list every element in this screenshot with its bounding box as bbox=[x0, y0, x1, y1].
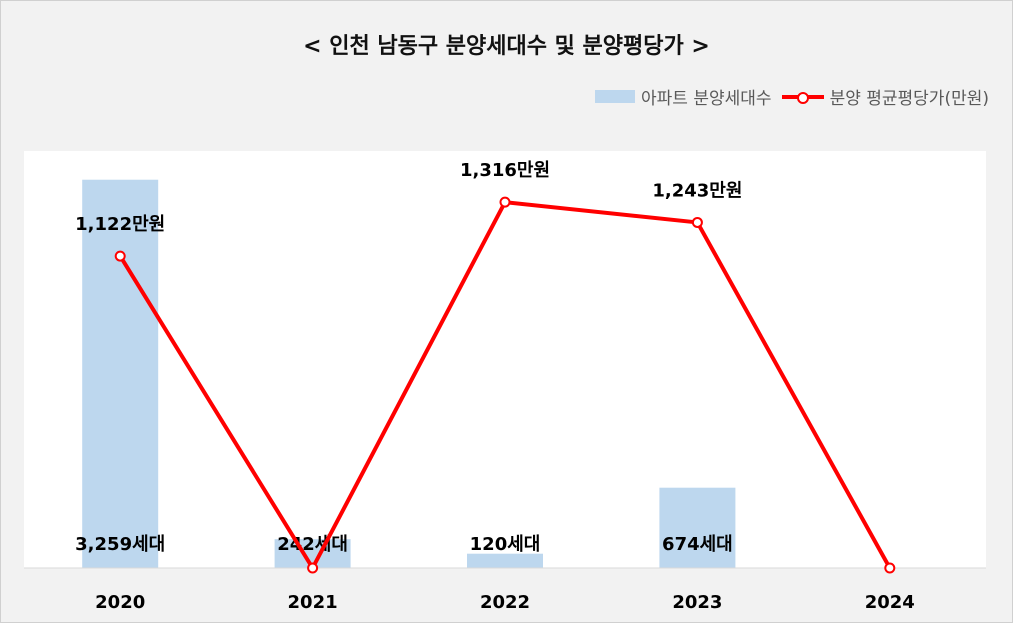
legend-bar-label: 아파트 분양세대수 bbox=[641, 89, 772, 109]
line-point-2024 bbox=[884, 562, 896, 574]
bar-2022 bbox=[467, 553, 543, 568]
line-point-2021 bbox=[307, 562, 319, 574]
chart-legend: 아파트 분양세대수 분양 평균평당가(만원) bbox=[595, 84, 989, 109]
legend-line-label: 분양 평균평당가(만원) bbox=[829, 89, 989, 109]
line-point-2023 bbox=[691, 216, 703, 228]
legend-item-line: 분양 평균평당가(만원) bbox=[781, 84, 989, 109]
x-tick-2023: 2023 bbox=[672, 592, 722, 613]
x-tick-2021: 2021 bbox=[288, 592, 338, 613]
bar-label-2022: 120세대 bbox=[470, 534, 541, 555]
legend-item-bar: 아파트 분양세대수 bbox=[595, 84, 772, 109]
bar-2023 bbox=[659, 487, 736, 568]
line-label-2020: 1,122만원 bbox=[75, 214, 165, 235]
bar-2020 bbox=[82, 179, 159, 568]
bar-label-2020: 3,259세대 bbox=[75, 534, 165, 555]
line-label-2023: 1,243만원 bbox=[652, 180, 742, 201]
legend-line-swatch bbox=[781, 90, 824, 104]
bar-label-2023: 674세대 bbox=[662, 534, 733, 555]
x-tick-2020: 2020 bbox=[95, 592, 145, 613]
line-label-2022: 1,316만원 bbox=[460, 160, 550, 181]
line-point-2022 bbox=[499, 196, 511, 208]
bar-label-2021: 242세대 bbox=[277, 534, 348, 555]
x-tick-2024: 2024 bbox=[865, 592, 915, 613]
chart-title: < 인천 남동구 분양세대수 및 분양평당가 > bbox=[303, 34, 710, 59]
line-point-2020 bbox=[114, 250, 126, 262]
plot-area bbox=[24, 151, 986, 568]
x-tick-2022: 2022 bbox=[480, 592, 530, 613]
legend-bar-swatch bbox=[595, 90, 636, 103]
